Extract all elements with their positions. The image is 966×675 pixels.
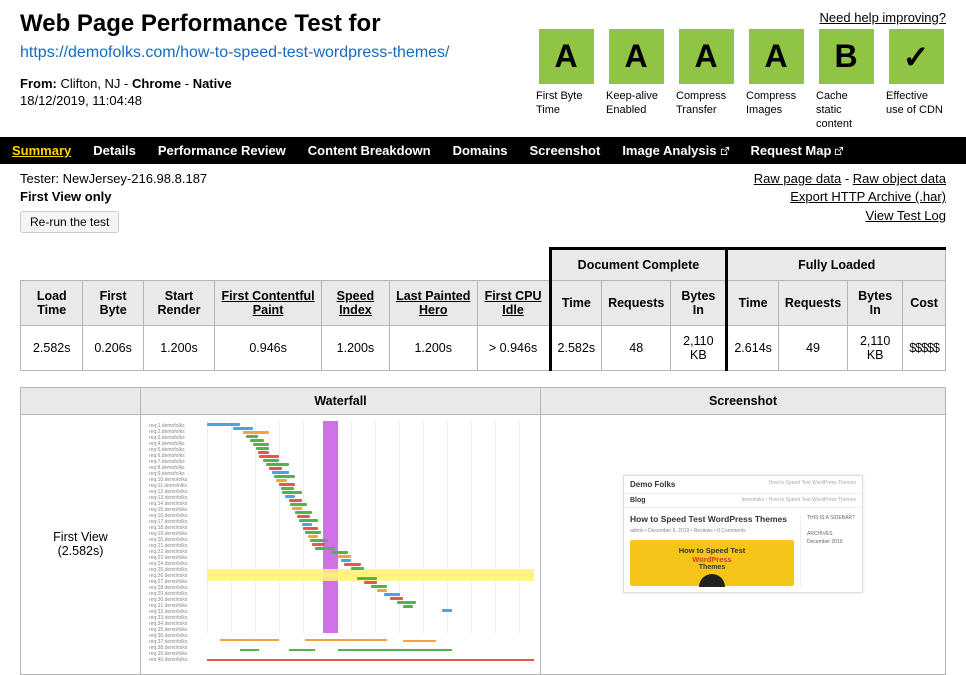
waterfall-bar bbox=[364, 581, 377, 584]
page-title: Web Page Performance Test for bbox=[20, 10, 450, 38]
waterfall-bar bbox=[274, 475, 295, 478]
waterfall-band bbox=[323, 421, 338, 633]
waterfall-chart[interactable]: req:1.demofolksreq:2.demofolksreq:3.demo… bbox=[147, 421, 534, 661]
grade-label: Compress Transfer bbox=[676, 90, 736, 118]
grade-0[interactable]: A First Byte Time bbox=[536, 29, 596, 131]
waterfall-bar bbox=[351, 567, 364, 570]
nav-screenshot[interactable]: Screenshot bbox=[530, 143, 601, 158]
waterfall-bar bbox=[341, 559, 351, 562]
waterfall-bar bbox=[256, 447, 269, 450]
waterfall-bar bbox=[282, 491, 302, 494]
rerun-button[interactable]: Re-run the test bbox=[20, 211, 119, 233]
grade-2[interactable]: A Compress Transfer bbox=[676, 29, 736, 131]
waterfall-bar bbox=[303, 527, 318, 530]
fcp-link[interactable]: First Contentful Paint bbox=[222, 289, 315, 317]
waterfall-bar bbox=[390, 597, 403, 600]
waterfall-bar bbox=[285, 495, 295, 498]
results-table: Document Complete Fully Loaded Load Time… bbox=[20, 247, 946, 371]
grade-3[interactable]: A Compress Images bbox=[746, 29, 806, 131]
waterfall-bar bbox=[403, 605, 413, 608]
waterfall-bar bbox=[344, 563, 360, 566]
view-label: First View only bbox=[20, 188, 207, 206]
waterfall-bar bbox=[312, 543, 325, 546]
table-row: 2.582s 0.206s 1.200s 0.946s 1.200s 1.200… bbox=[21, 325, 946, 370]
waterfall-bar bbox=[377, 589, 387, 592]
waterfall-bar bbox=[243, 431, 269, 434]
waterfall-bar bbox=[305, 531, 321, 534]
waterfall-bar bbox=[357, 577, 377, 580]
waterfall-bar bbox=[253, 443, 269, 446]
waterfall-bar bbox=[263, 459, 279, 462]
waterfall-bar bbox=[276, 479, 287, 482]
waterfall-bar bbox=[442, 609, 452, 612]
waterfall-bar bbox=[207, 423, 240, 426]
waterfall-bar bbox=[281, 487, 294, 490]
waterfall-bar bbox=[272, 471, 288, 474]
waterfall-bar bbox=[233, 427, 253, 430]
waterfall-bar bbox=[331, 551, 347, 554]
first-view-time: (2.582s) bbox=[31, 544, 130, 558]
grade-box: ✓ bbox=[889, 29, 944, 84]
waterfall-bar bbox=[290, 503, 306, 506]
external-link-icon bbox=[834, 146, 843, 155]
nav-domains[interactable]: Domains bbox=[453, 143, 508, 158]
export-har-link[interactable]: Export HTTP Archive (.har) bbox=[790, 189, 946, 204]
external-link-icon bbox=[720, 146, 729, 155]
waterfall-bar bbox=[302, 523, 312, 526]
grade-label: Keep-alive Enabled bbox=[606, 90, 666, 118]
waterfall-bar bbox=[292, 507, 302, 510]
grade-box: A bbox=[539, 29, 594, 84]
nav-request-map[interactable]: Request Map bbox=[751, 143, 844, 158]
nav-summary[interactable]: Summary bbox=[12, 143, 71, 158]
waterfall-bar bbox=[250, 439, 265, 442]
raw-page-link[interactable]: Raw page data bbox=[754, 171, 841, 186]
fci-link[interactable]: First CPU Idle bbox=[485, 289, 542, 317]
nav-performance-review[interactable]: Performance Review bbox=[158, 143, 286, 158]
help-link[interactable]: Need help improving? bbox=[820, 10, 946, 25]
waterfall-bar bbox=[310, 539, 328, 542]
first-view-label: First View bbox=[31, 530, 130, 544]
waterfall-bar bbox=[299, 519, 319, 522]
waterfall-bar bbox=[297, 515, 310, 518]
nav-content-breakdown[interactable]: Content Breakdown bbox=[308, 143, 431, 158]
waterfall-bar bbox=[295, 511, 311, 514]
raw-object-link[interactable]: Raw object data bbox=[853, 171, 946, 186]
waterfall-bar bbox=[289, 499, 302, 502]
waterfall-bar bbox=[269, 467, 282, 470]
screenshot-thumb[interactable]: Demo Folks How to Speed Test WordPress T… bbox=[623, 475, 863, 593]
nav-details[interactable]: Details bbox=[93, 143, 136, 158]
grade-box: A bbox=[609, 29, 664, 84]
nav-image-analysis[interactable]: Image Analysis bbox=[622, 143, 728, 158]
timestamp: 18/12/2019, 11:04:48 bbox=[20, 93, 450, 108]
tested-url-link[interactable]: https://demofolks.com/how-to-speed-test-… bbox=[20, 44, 450, 62]
waterfall-bar bbox=[338, 555, 351, 558]
speed-index-link[interactable]: Speed Index bbox=[337, 289, 375, 317]
grade-4[interactable]: B Cache static content bbox=[816, 29, 876, 131]
grade-box: A bbox=[749, 29, 804, 84]
grade-5[interactable]: ✓ Effective use of CDN bbox=[886, 29, 946, 131]
waterfall-bar bbox=[259, 455, 279, 458]
view-log-link[interactable]: View Test Log bbox=[866, 208, 946, 223]
waterfall-bar bbox=[371, 585, 387, 588]
waterfall-bar bbox=[397, 601, 417, 604]
grade-label: Cache static content bbox=[816, 90, 876, 131]
grade-label: Compress Images bbox=[746, 90, 806, 118]
grade-box: A bbox=[679, 29, 734, 84]
waterfall-bar bbox=[308, 535, 318, 538]
lph-link[interactable]: Last Painted Hero bbox=[396, 289, 470, 317]
tester-label: Tester: NewJersey-216.98.8.187 bbox=[20, 170, 207, 188]
from-line: From: Clifton, NJ - Chrome - Native bbox=[20, 76, 450, 91]
grade-label: Effective use of CDN bbox=[886, 90, 946, 118]
waterfall-bar bbox=[384, 593, 400, 596]
waterfall-bar bbox=[279, 483, 295, 486]
waterfall-bar bbox=[266, 463, 289, 466]
grade-label: First Byte Time bbox=[536, 90, 596, 118]
grade-box: B bbox=[819, 29, 874, 84]
waterfall-table: Waterfall Screenshot First View (2.582s)… bbox=[20, 387, 946, 675]
waterfall-bar bbox=[315, 547, 335, 550]
waterfall-bar bbox=[258, 451, 269, 454]
grade-1[interactable]: A Keep-alive Enabled bbox=[606, 29, 666, 131]
waterfall-bar bbox=[246, 435, 257, 438]
